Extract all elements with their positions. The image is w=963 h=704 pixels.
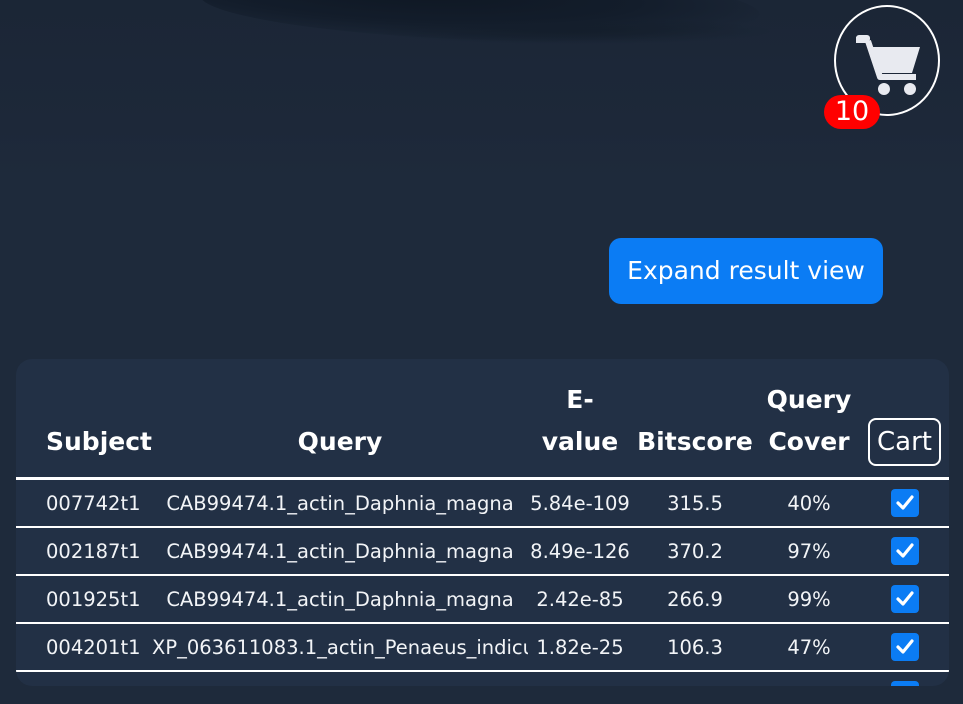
cell-evalue: 5.84e-109 — [528, 478, 632, 528]
column-header-evalue[interactable]: E- value — [528, 359, 632, 480]
cell-cart — [860, 575, 949, 624]
cell-query: CAB99474.1_actin_Daphnia_magna — [152, 575, 528, 624]
cell-subject: 007742t1 — [16, 478, 152, 528]
column-header-cover-line1: Query — [766, 385, 852, 414]
cell-bitscore: 106.3 — [632, 623, 758, 672]
results-table: Subject Query E- value Bitscore Query Co… — [16, 359, 949, 686]
table-row: 007742t1 CAB99474.1_actin_Daphnia_magna … — [16, 478, 949, 528]
cell-query-cover: 47% — [758, 623, 860, 672]
checkmark-icon — [895, 543, 914, 558]
add-to-cart-checkbox[interactable] — [890, 633, 919, 661]
column-header-cover-line2: Cover — [768, 427, 850, 456]
cell-subject: 001925t1 — [16, 575, 152, 624]
table-row: 001925t1 CAB99474.1_actin_Daphnia_magna … — [16, 575, 949, 624]
cell-query: XP_063611083.1_actin_Penaeus_indicus — [152, 623, 528, 672]
cell-subject: 018698t1 — [16, 671, 152, 686]
cell-bitscore: 315.5 — [632, 478, 758, 528]
cell-query: CAB99474.1_actin_Daphnia_magna — [152, 478, 528, 528]
table-header-row: Subject Query E- value Bitscore Query Co… — [16, 359, 949, 480]
cell-cart — [860, 527, 949, 576]
cell-cart — [860, 671, 949, 686]
cell-query-cover: 17% — [758, 671, 860, 686]
cell-query-cover: 40% — [758, 478, 860, 528]
column-header-bitscore[interactable]: Bitscore — [632, 359, 758, 480]
column-header-cart: Cart — [860, 359, 949, 480]
cell-evalue: 8.49e-126 — [528, 527, 632, 576]
cell-query-cover: 99% — [758, 575, 860, 624]
cell-evalue: 1.82e-25 — [528, 623, 632, 672]
table-row: 018698t1 CAB99474.1_actin_Daphnia_magna … — [16, 671, 949, 686]
table-row: 004201t1 XP_063611083.1_actin_Penaeus_in… — [16, 623, 949, 672]
table-row: 002187t1 CAB99474.1_actin_Daphnia_magna … — [16, 527, 949, 576]
cell-evalue: 2.42e-85 — [528, 575, 632, 624]
checkmark-icon — [895, 685, 915, 686]
column-header-query[interactable]: Query — [152, 359, 528, 480]
checkmark-icon — [895, 495, 914, 510]
cart-count-badge: 10 — [824, 95, 880, 129]
cell-subject: 002187t1 — [16, 527, 152, 576]
add-to-cart-checkbox[interactable] — [890, 537, 919, 565]
cell-evalue: 1.05e-36 — [528, 671, 632, 686]
cell-subject: 004201t1 — [16, 623, 152, 672]
brush-stroke-decoration — [380, 18, 770, 44]
add-to-cart-checkbox[interactable] — [890, 585, 919, 613]
cart-button[interactable] — [834, 5, 940, 116]
shopping-cart-icon — [856, 35, 920, 95]
cell-cart — [860, 478, 949, 528]
add-to-cart-checkbox[interactable] — [890, 489, 919, 517]
cell-query-cover: 97% — [758, 527, 860, 576]
hero-background — [0, 0, 963, 180]
checkmark-icon — [895, 639, 914, 654]
cell-bitscore: 127.1 — [632, 671, 758, 686]
cell-query: CAB99474.1_actin_Daphnia_magna — [152, 671, 528, 686]
cell-bitscore: 370.2 — [632, 527, 758, 576]
add-to-cart-checkbox[interactable] — [890, 681, 919, 686]
checkmark-icon — [895, 591, 914, 606]
column-header-evalue-line2: value — [541, 427, 619, 456]
cell-bitscore: 266.9 — [632, 575, 758, 624]
cart-column-button[interactable]: Cart — [868, 418, 941, 466]
results-table-card: Subject Query E- value Bitscore Query Co… — [16, 359, 949, 686]
column-header-evalue-line1: E- — [566, 385, 594, 414]
expand-result-view-button[interactable]: Expand result view — [609, 238, 883, 304]
column-header-query-cover[interactable]: Query Cover — [758, 359, 860, 480]
cell-query: CAB99474.1_actin_Daphnia_magna — [152, 527, 528, 576]
cell-cart — [860, 623, 949, 672]
column-header-subject[interactable]: Subject — [16, 359, 152, 480]
